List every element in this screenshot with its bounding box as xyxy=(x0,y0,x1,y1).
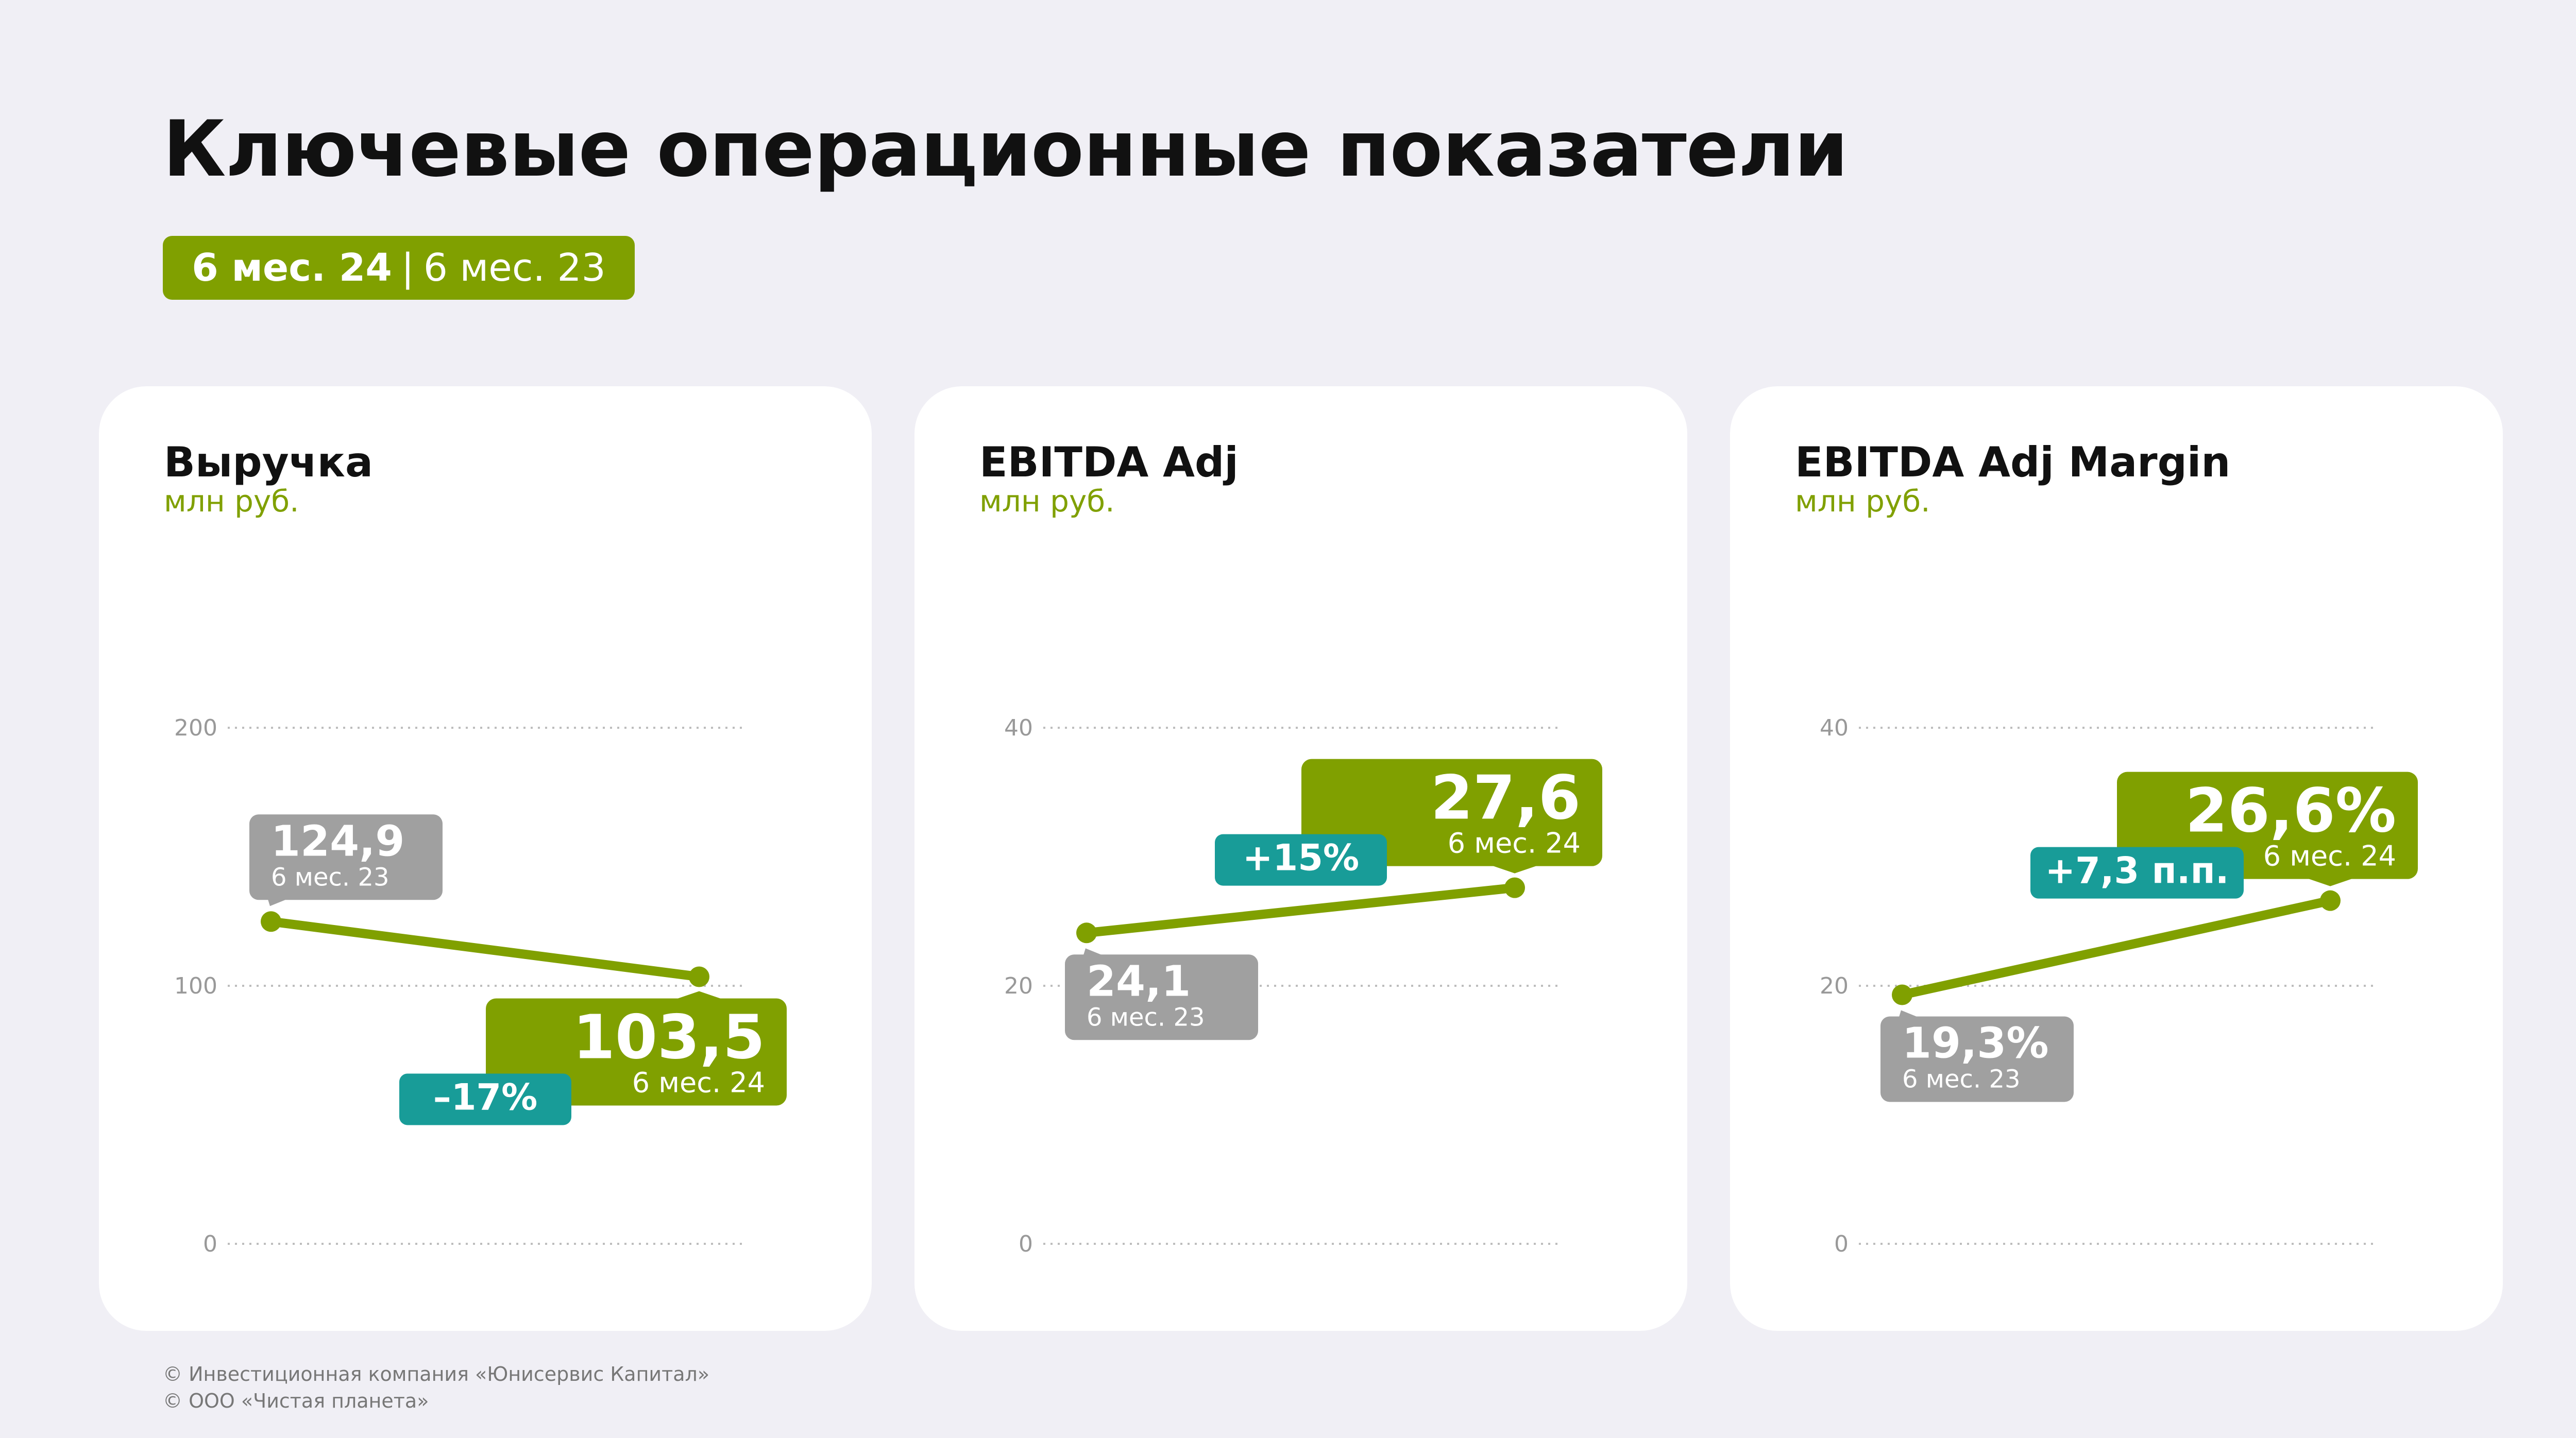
period-label-current: 6 мес. 24 xyxy=(1448,827,1581,860)
callout-pointer xyxy=(676,991,722,999)
callout-pointer xyxy=(1083,948,1102,955)
value-label-current: 103,5 xyxy=(573,1001,765,1072)
value-label-current: 26,6% xyxy=(2185,775,2396,846)
series-line xyxy=(1082,883,1519,938)
data-point-previous xyxy=(261,911,281,932)
value-label-previous: 19,3% xyxy=(1902,1019,2048,1068)
card-unit: млн руб. xyxy=(979,484,1115,519)
value-label-previous: 124,9 xyxy=(271,817,404,866)
footer-line: © ООО «Чистая планета» xyxy=(163,1390,429,1412)
data-point-previous xyxy=(1892,984,1912,1005)
callout-box xyxy=(249,814,443,900)
card-title: Выручка xyxy=(164,438,373,486)
series-line xyxy=(1897,896,2335,1000)
change-label: –17% xyxy=(433,1076,538,1118)
y-tick-label: 100 xyxy=(174,973,217,999)
change-badge: +15% xyxy=(1215,834,1387,886)
callout-pointer xyxy=(1899,1010,1918,1017)
callout-previous: 19,3%6 мес. 23 xyxy=(1880,1010,2074,1102)
y-tick-label: 0 xyxy=(1019,1231,1033,1257)
period-label-previous: 6 мес. 23 xyxy=(1902,1065,2021,1094)
change-label: +7,3 п.п. xyxy=(2045,850,2229,892)
change-badge-box xyxy=(1215,834,1387,886)
period-previous: 6 мес. 23 xyxy=(423,246,606,290)
callout-pointer xyxy=(268,899,286,906)
chart-revenue: 0 100 200 124,96 мес. 23 103,56 мес. 24 –17% xyxy=(174,715,787,1257)
callout-previous: 124,96 мес. 23 xyxy=(249,814,443,906)
period-label-current: 6 мес. 24 xyxy=(2263,840,2396,872)
data-point-current xyxy=(2320,890,2341,911)
y-tick-label: 40 xyxy=(1820,715,1849,741)
period-current: 6 мес. 24 xyxy=(192,246,392,290)
y-tick-label: 40 xyxy=(1004,715,1033,741)
footer: © Инвестиционная компания «Юнисервис Кап… xyxy=(163,1361,709,1414)
callout-box xyxy=(1065,954,1258,1040)
change-badge-box xyxy=(399,1073,571,1125)
card-revenue: Выручка млн руб. 0 100 200 124,9 6 мес. 23 10… xyxy=(99,386,872,1331)
period-separator: | xyxy=(401,246,414,290)
y-tick-label: 20 xyxy=(1820,973,1849,999)
series-line xyxy=(266,917,704,982)
period-label-current: 6 мес. 24 xyxy=(632,1066,765,1099)
card-ebitda: EBITDA Adj млн руб. 0 20 40 24,1 6 мес. 23 27… xyxy=(914,386,1687,1331)
chart-ebitda-margin: 0 20 40 19,3%6 мес. 23 26,6%6 мес. 24 +7,3 п.… xyxy=(1820,715,2418,1257)
callout-pointer xyxy=(2308,878,2353,886)
chart-ebitda: 0 20 40 24,16 мес. 23 27,66 мес. 24 +15% xyxy=(1004,715,1602,1257)
change-badge-box xyxy=(2030,847,2244,899)
y-tick-label: 20 xyxy=(1004,973,1033,999)
data-point-previous xyxy=(1076,922,1097,944)
y-tick-label: 200 xyxy=(174,715,217,741)
change-label: +15% xyxy=(1243,837,1359,879)
period-badge: 6 мес. 24 | 6 мес. 23 xyxy=(163,236,635,300)
data-point-current xyxy=(1504,877,1525,898)
change-badge: –17% xyxy=(399,1073,571,1125)
y-tick-label: 0 xyxy=(203,1231,217,1257)
value-label-current: 27,6 xyxy=(1431,762,1581,833)
value-label-previous: 24,1 xyxy=(1087,957,1191,1006)
change-badge: +7,3 п.п. xyxy=(2030,847,2244,899)
period-label-previous: 6 мес. 23 xyxy=(1087,1003,1205,1032)
card-unit: млн руб. xyxy=(1795,484,1930,519)
callout-pointer xyxy=(1492,865,1537,874)
card-unit: млн руб. xyxy=(164,484,299,519)
card-title: EBITDA Adj xyxy=(979,438,1239,486)
callout-previous: 24,16 мес. 23 xyxy=(1065,948,1258,1040)
callout-box xyxy=(1880,1016,2074,1102)
card-ebitda-margin: EBITDA Adj Margin млн руб. 0 20 40 19,3% 6 м… xyxy=(1730,386,2503,1331)
period-label-previous: 6 мес. 23 xyxy=(271,863,389,892)
page-title: Ключевые операционные показатели xyxy=(163,105,1848,194)
footer-line: © Инвестиционная компания «Юнисервис Кап… xyxy=(163,1363,710,1385)
data-point-current xyxy=(689,966,709,987)
y-tick-label: 0 xyxy=(1834,1231,1849,1257)
card-title: EBITDA Adj Margin xyxy=(1795,438,2231,486)
